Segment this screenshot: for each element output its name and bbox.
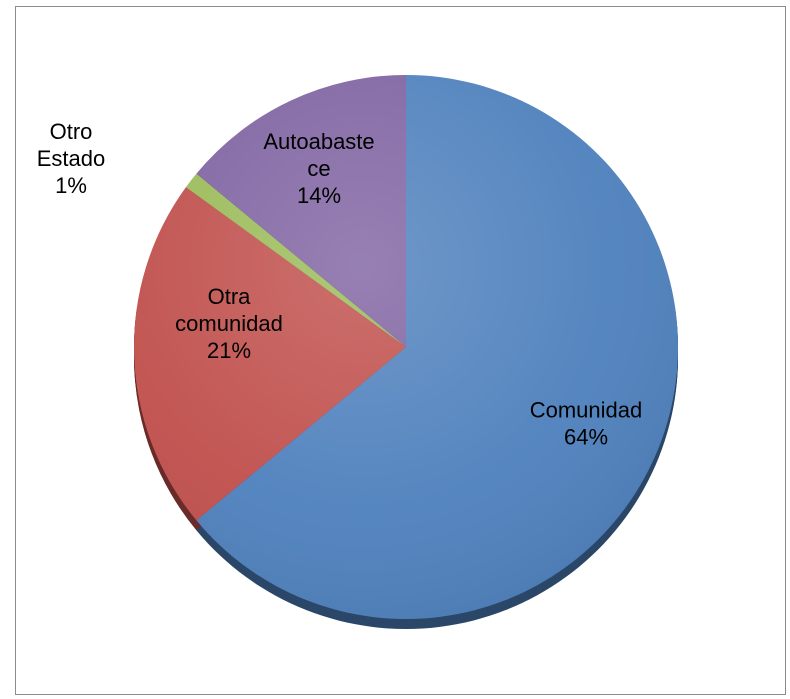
data-label-otro-estado: Otro Estado 1% bbox=[37, 119, 106, 198]
data-label-autoabastece: Autoabaste ce 14% bbox=[263, 129, 374, 208]
pie-slices bbox=[134, 75, 678, 629]
data-label-comunidad: Comunidad 64% bbox=[530, 397, 643, 449]
pie-labels: Comunidad 64% Otra comunidad 21% Otro Estado 1%… bbox=[37, 119, 643, 450]
pie-shine bbox=[134, 75, 678, 619]
data-label-otra-comunidad: Otra comunidad 21% bbox=[175, 284, 283, 363]
